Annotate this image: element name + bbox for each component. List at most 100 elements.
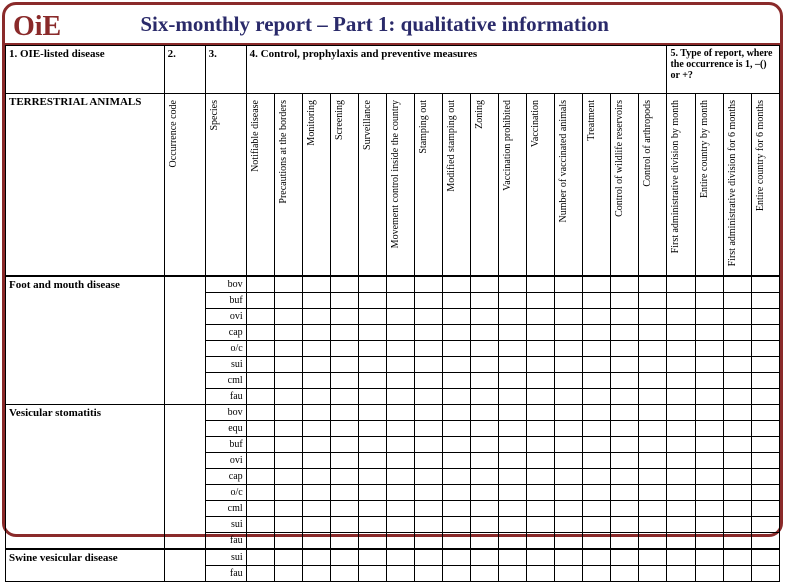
data-cell[interactable] — [527, 405, 555, 421]
data-cell[interactable] — [358, 373, 386, 389]
data-cell[interactable] — [274, 501, 302, 517]
data-cell[interactable] — [695, 325, 723, 341]
data-cell[interactable] — [611, 293, 639, 309]
data-cell[interactable] — [583, 453, 611, 469]
data-cell[interactable] — [555, 373, 583, 389]
data-cell[interactable] — [611, 325, 639, 341]
data-cell[interactable] — [442, 341, 470, 357]
data-cell[interactable] — [639, 325, 667, 341]
data-cell[interactable] — [583, 517, 611, 533]
data-cell[interactable] — [246, 549, 274, 566]
data-cell[interactable] — [667, 341, 695, 357]
data-cell[interactable] — [667, 276, 695, 293]
data-cell[interactable] — [639, 469, 667, 485]
data-cell[interactable] — [302, 533, 330, 550]
data-cell[interactable] — [667, 437, 695, 453]
data-cell[interactable] — [583, 389, 611, 405]
data-cell[interactable] — [639, 517, 667, 533]
data-cell[interactable] — [751, 405, 779, 421]
data-cell[interactable] — [667, 405, 695, 421]
data-cell[interactable] — [471, 566, 499, 582]
data-cell[interactable] — [414, 325, 442, 341]
data-cell[interactable] — [555, 309, 583, 325]
data-cell[interactable] — [499, 469, 527, 485]
data-cell[interactable] — [471, 389, 499, 405]
data-cell[interactable] — [386, 389, 414, 405]
data-cell[interactable] — [555, 405, 583, 421]
data-cell[interactable] — [471, 453, 499, 469]
data-cell[interactable] — [442, 357, 470, 373]
data-cell[interactable] — [583, 373, 611, 389]
data-cell[interactable] — [330, 517, 358, 533]
data-cell[interactable] — [330, 501, 358, 517]
data-cell[interactable] — [583, 357, 611, 373]
data-cell[interactable] — [611, 276, 639, 293]
data-cell[interactable] — [246, 389, 274, 405]
data-cell[interactable] — [527, 309, 555, 325]
data-cell[interactable] — [414, 276, 442, 293]
data-cell[interactable] — [639, 485, 667, 501]
data-cell[interactable] — [330, 549, 358, 566]
data-cell[interactable] — [583, 566, 611, 582]
data-cell[interactable] — [386, 566, 414, 582]
data-cell[interactable] — [386, 341, 414, 357]
data-cell[interactable] — [499, 517, 527, 533]
data-cell[interactable] — [302, 517, 330, 533]
data-cell[interactable] — [274, 389, 302, 405]
data-cell[interactable] — [611, 309, 639, 325]
data-cell[interactable] — [358, 276, 386, 293]
data-cell[interactable] — [386, 357, 414, 373]
data-cell[interactable] — [414, 566, 442, 582]
data-cell[interactable] — [442, 533, 470, 550]
data-cell[interactable] — [639, 357, 667, 373]
data-cell[interactable] — [246, 405, 274, 421]
data-cell[interactable] — [555, 357, 583, 373]
data-cell[interactable] — [358, 549, 386, 566]
data-cell[interactable] — [302, 549, 330, 566]
data-cell[interactable] — [667, 325, 695, 341]
data-cell[interactable] — [723, 437, 751, 453]
data-cell[interactable] — [386, 276, 414, 293]
data-cell[interactable] — [442, 437, 470, 453]
data-cell[interactable] — [330, 325, 358, 341]
data-cell[interactable] — [358, 421, 386, 437]
data-cell[interactable] — [499, 485, 527, 501]
data-cell[interactable] — [555, 485, 583, 501]
data-cell[interactable] — [330, 405, 358, 421]
data-cell[interactable] — [723, 485, 751, 501]
data-cell[interactable] — [414, 293, 442, 309]
data-cell[interactable] — [499, 501, 527, 517]
data-cell[interactable] — [330, 341, 358, 357]
data-cell[interactable] — [695, 501, 723, 517]
data-cell[interactable] — [442, 549, 470, 566]
data-cell[interactable] — [667, 293, 695, 309]
data-cell[interactable] — [358, 437, 386, 453]
data-cell[interactable] — [723, 405, 751, 421]
data-cell[interactable] — [527, 501, 555, 517]
data-cell[interactable] — [386, 501, 414, 517]
data-cell[interactable] — [723, 373, 751, 389]
data-cell[interactable] — [246, 437, 274, 453]
data-cell[interactable] — [751, 501, 779, 517]
data-cell[interactable] — [358, 341, 386, 357]
data-cell[interactable] — [246, 325, 274, 341]
data-cell[interactable] — [246, 341, 274, 357]
data-cell[interactable] — [274, 533, 302, 550]
data-cell[interactable] — [471, 309, 499, 325]
data-cell[interactable] — [695, 566, 723, 582]
data-cell[interactable] — [302, 357, 330, 373]
data-cell[interactable] — [386, 469, 414, 485]
data-cell[interactable] — [555, 276, 583, 293]
data-cell[interactable] — [751, 341, 779, 357]
data-cell[interactable] — [274, 405, 302, 421]
data-cell[interactable] — [246, 501, 274, 517]
data-cell[interactable] — [246, 453, 274, 469]
data-cell[interactable] — [639, 533, 667, 550]
data-cell[interactable] — [414, 309, 442, 325]
data-cell[interactable] — [330, 533, 358, 550]
data-cell[interactable] — [471, 533, 499, 550]
data-cell[interactable] — [555, 421, 583, 437]
data-cell[interactable] — [246, 373, 274, 389]
data-cell[interactable] — [414, 389, 442, 405]
data-cell[interactable] — [583, 485, 611, 501]
